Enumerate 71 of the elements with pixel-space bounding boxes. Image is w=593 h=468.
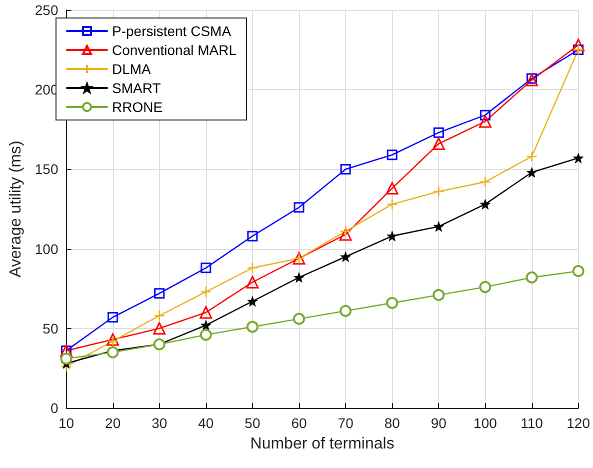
x-tick-label: 30 bbox=[152, 415, 168, 431]
x-tick-label: 50 bbox=[244, 415, 260, 431]
legend-label: SMART bbox=[112, 80, 162, 96]
x-tick-label: 70 bbox=[338, 415, 354, 431]
point bbox=[480, 110, 490, 120]
legend-label: RRONE bbox=[112, 99, 163, 115]
point bbox=[200, 262, 212, 274]
y-tick-label: 50 bbox=[42, 320, 58, 336]
point bbox=[480, 176, 491, 188]
point bbox=[108, 312, 118, 323]
point bbox=[433, 127, 444, 138]
point bbox=[200, 320, 212, 330]
point bbox=[294, 272, 304, 283]
point bbox=[433, 221, 444, 232]
x-tick-label: 110 bbox=[520, 415, 544, 431]
point bbox=[526, 150, 538, 162]
point bbox=[432, 288, 445, 301]
legend-label: Conventional MARL bbox=[112, 42, 237, 58]
point bbox=[572, 265, 584, 278]
point bbox=[154, 288, 165, 299]
x-tick-label: 20 bbox=[105, 415, 121, 431]
point bbox=[386, 198, 398, 210]
point bbox=[433, 186, 444, 198]
point bbox=[386, 230, 398, 242]
x-tick-label: 40 bbox=[198, 415, 214, 431]
point bbox=[340, 252, 351, 262]
point bbox=[340, 304, 352, 317]
point bbox=[246, 276, 259, 288]
legend-label: P-persistent CSMA bbox=[112, 23, 232, 39]
x-tick-label: 100 bbox=[474, 415, 498, 431]
point bbox=[526, 74, 538, 86]
point bbox=[340, 164, 351, 174]
point bbox=[386, 296, 398, 309]
point bbox=[246, 262, 258, 274]
point bbox=[572, 38, 585, 52]
legend-label: DLMA bbox=[112, 61, 152, 77]
point bbox=[294, 202, 304, 213]
y-tick-label: 0 bbox=[50, 400, 58, 416]
x-tick-label: 120 bbox=[566, 415, 590, 431]
point bbox=[480, 198, 490, 210]
point bbox=[479, 281, 492, 294]
point bbox=[526, 167, 538, 178]
point bbox=[386, 150, 398, 160]
point bbox=[247, 296, 258, 307]
y-tick-label: 100 bbox=[34, 240, 58, 257]
point bbox=[106, 346, 119, 358]
point bbox=[526, 73, 538, 84]
point bbox=[293, 312, 306, 325]
x-axis-title: Number of terminals bbox=[250, 436, 394, 452]
point bbox=[247, 230, 258, 242]
point bbox=[478, 115, 492, 128]
point bbox=[432, 137, 445, 150]
point bbox=[154, 310, 166, 322]
point bbox=[340, 226, 352, 237]
point bbox=[573, 152, 584, 164]
point bbox=[153, 322, 166, 335]
point bbox=[200, 286, 212, 298]
point bbox=[246, 320, 258, 333]
point bbox=[386, 182, 398, 195]
point bbox=[339, 228, 352, 241]
x-tick-label: 80 bbox=[384, 415, 400, 431]
point bbox=[526, 271, 538, 284]
point bbox=[60, 352, 72, 365]
point bbox=[200, 328, 212, 341]
point bbox=[200, 306, 212, 319]
x-tick-label: 60 bbox=[291, 415, 308, 431]
y-tick-label: 250 bbox=[34, 2, 58, 18]
y-tick-label: 150 bbox=[34, 161, 58, 178]
x-tick-label: 10 bbox=[58, 415, 74, 431]
x-tick-label: 90 bbox=[430, 415, 447, 431]
y-axis-title: Average utility (ms) bbox=[8, 140, 24, 278]
